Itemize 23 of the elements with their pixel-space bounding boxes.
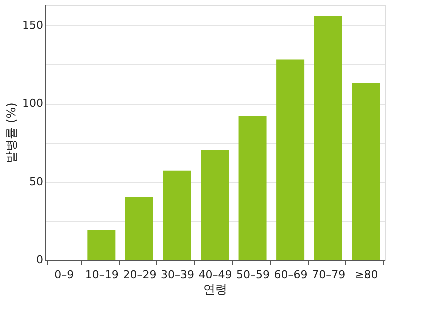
x-tick-label: 60–69	[274, 268, 308, 282]
x-tick-label: 40–49	[198, 268, 232, 282]
bar	[238, 116, 267, 260]
bar	[276, 60, 305, 260]
y-axis-title: 발병률 (%)	[4, 102, 19, 164]
x-tick-label: 50–59	[236, 268, 270, 282]
bar	[125, 197, 154, 260]
y-tick-label: 150	[22, 18, 44, 32]
x-axis-title: 연령	[204, 282, 228, 296]
bar	[163, 170, 192, 260]
bar	[88, 230, 116, 260]
bar	[352, 83, 380, 260]
bar	[201, 150, 229, 260]
x-tick-label: 0–9	[54, 268, 74, 282]
bar	[314, 16, 342, 260]
x-tick-label: 70–79	[312, 268, 346, 282]
y-tick-label: 50	[30, 175, 44, 188]
y-tick-label: 0	[36, 254, 44, 266]
x-tick-label: ≥80	[355, 268, 378, 282]
x-tick-label: 10–19	[85, 268, 119, 282]
x-tick-label: 30–39	[160, 268, 194, 282]
x-tick-label: 20–29	[123, 268, 157, 282]
y-tick-label: 100	[22, 97, 44, 110]
